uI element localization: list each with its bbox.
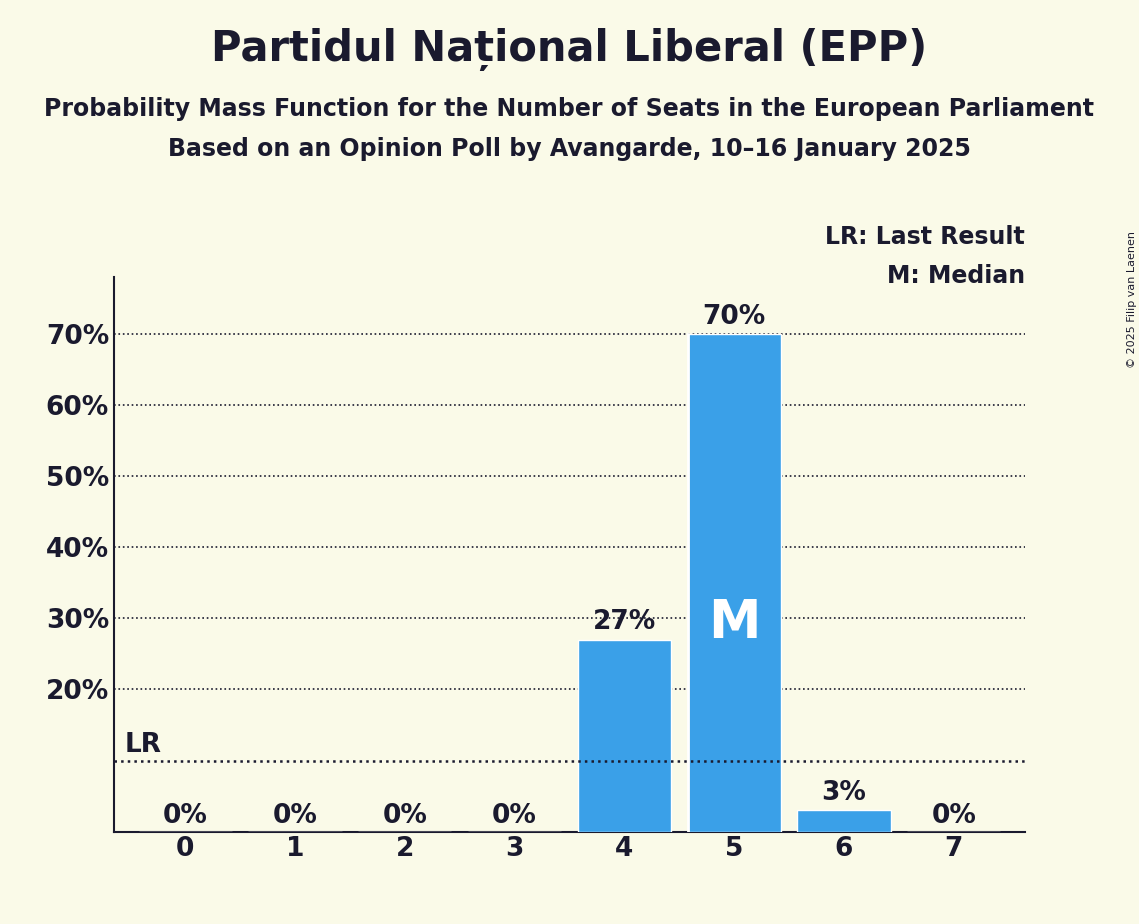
Text: M: Median: M: Median	[887, 264, 1025, 288]
Text: 0%: 0%	[163, 803, 207, 829]
Text: LR: LR	[125, 733, 162, 759]
Text: M: M	[708, 597, 761, 649]
Text: 3%: 3%	[821, 780, 867, 806]
Text: Partidul Național Liberal (EPP): Partidul Național Liberal (EPP)	[212, 28, 927, 71]
Text: LR: Last Result: LR: Last Result	[826, 225, 1025, 249]
Text: 0%: 0%	[932, 803, 976, 829]
Text: Based on an Opinion Poll by Avangarde, 10–16 January 2025: Based on an Opinion Poll by Avangarde, 1…	[169, 137, 970, 161]
Bar	[688, 334, 781, 832]
Text: © 2025 Filip van Laenen: © 2025 Filip van Laenen	[1126, 231, 1137, 368]
Text: 27%: 27%	[592, 610, 656, 636]
Bar	[797, 810, 891, 832]
Text: 0%: 0%	[383, 803, 427, 829]
Text: 0%: 0%	[272, 803, 318, 829]
Bar	[577, 639, 671, 832]
Text: Probability Mass Function for the Number of Seats in the European Parliament: Probability Mass Function for the Number…	[44, 97, 1095, 121]
Text: 70%: 70%	[703, 304, 765, 330]
Text: 0%: 0%	[492, 803, 538, 829]
